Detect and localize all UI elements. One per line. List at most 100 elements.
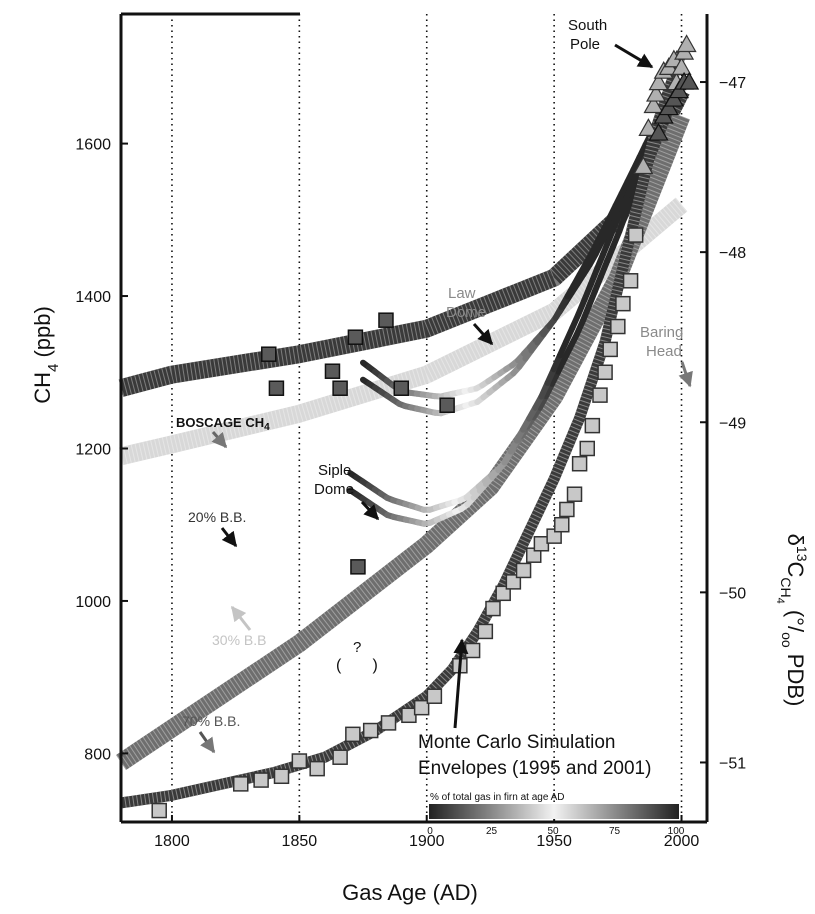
law-dome-point-5: [309, 760, 325, 777]
bb70-label: 70% B.B.: [182, 713, 240, 729]
south-pole-point-4: [648, 72, 669, 91]
law-dome-point-8: [362, 722, 379, 739]
annotation-baring-head: Baring Head: [640, 324, 693, 388]
law-dome-point-12: [426, 688, 443, 704]
annotation-south-pole: South Pole: [568, 17, 654, 69]
annotation-bb70: 70% B.B.: [182, 713, 240, 754]
colorbar: % of total gas in firn at age AD 0 25 50 75…: [427, 792, 685, 837]
colorbar-tick-label-75: 75: [609, 826, 621, 837]
law-dome-point-1: [232, 776, 249, 792]
law-dome-point-31: [602, 341, 618, 358]
siple-dome-point-0: [261, 346, 277, 362]
colorbar-tick-label-50: 50: [547, 826, 559, 837]
annotation-law-dome: Law Dome: [446, 285, 494, 346]
law-dome-point-11: [413, 699, 430, 716]
law-dome-point-14: [464, 642, 481, 659]
siple-dome-point-2: [324, 363, 341, 379]
bottom-tick-label-1800: 1800: [154, 833, 190, 850]
right-tick-label--47: −47: [719, 75, 746, 92]
annotation-bb30: 30% B.B: [212, 605, 266, 648]
bb20-arrow: [220, 527, 238, 548]
baring-head-arrow: [678, 361, 693, 388]
monte-carlo-arrow: [453, 638, 469, 729]
right-tick-label--48: −48: [719, 245, 746, 262]
colorbar-ticks: 0 25 50 75 100: [427, 826, 685, 837]
bottom-tick-label-1950: 1950: [536, 833, 572, 850]
law-dome-point-17: [495, 585, 511, 602]
law-dome-point-9: [380, 715, 397, 731]
colorbar-gradient: [429, 804, 679, 819]
law-dome-label: Law Dome: [446, 285, 486, 321]
right-axis-title: δ13CCH4 (°/oo PDB): [774, 534, 810, 707]
bb20-label: 20% B.B.: [188, 509, 246, 525]
annotation-question: ? ( ): [336, 639, 378, 674]
law-dome-point-3: [273, 768, 290, 785]
ch4-curve-hatch: [120, 50, 687, 809]
law-dome-point-15: [477, 623, 494, 640]
law-dome-point-30: [597, 364, 613, 381]
law-dome-point-0: [151, 802, 167, 819]
siple-dome-point-6: [393, 380, 410, 396]
law-dome-point-25: [566, 486, 583, 502]
siple-dome-arrow: [360, 500, 380, 521]
law-dome-point-19: [515, 562, 532, 579]
colorbar-tick-label-0: 0: [427, 826, 433, 837]
siple-dome-point-4: [347, 329, 364, 345]
colorbar-tick-label-100: 100: [668, 826, 685, 837]
south-pole-point-2: [643, 95, 664, 114]
band-hatch-5: [115, 112, 690, 770]
south-pole-point-1: [638, 118, 659, 136]
law-dome-point-26: [571, 455, 588, 472]
law-dome-point-7: [345, 726, 361, 743]
law-dome-point-34: [622, 273, 639, 289]
south-pole-arrow: [614, 43, 654, 69]
siple-dome-label: Siple Dome: [314, 462, 354, 498]
annotation-boscage: BOSCAGE CH4: [176, 415, 270, 449]
law-dome-point-35: [627, 227, 644, 243]
right-tick-label--51: −51: [719, 755, 746, 772]
siple-dome-point-5: [378, 312, 394, 328]
siple-dome-point-7: [439, 397, 455, 413]
law-dome-point-16: [485, 600, 501, 617]
left-tick-label-800: 800: [84, 746, 111, 763]
left-tick-label-1600: 1600: [75, 137, 111, 154]
law-dome-point-24: [559, 501, 575, 518]
monte-carlo-envelopes: [347, 104, 667, 527]
south-pole-label: South Pole: [568, 17, 607, 53]
data-points: [151, 34, 700, 819]
left-tick-label-1000: 1000: [75, 594, 111, 611]
baring-head-point-0: [648, 122, 669, 141]
bb30-label: 30% B.B: [212, 632, 266, 648]
bottom-tick-label-1850: 1850: [282, 833, 318, 850]
right-tick-label--49: −49: [719, 415, 746, 432]
bb30-arrow: [230, 605, 252, 631]
south-pole-point-3: [646, 83, 667, 102]
law-dome-point-29: [592, 387, 608, 403]
monte-carlo-label: Monte Carlo Simulation Envelopes (1995 an…: [418, 732, 651, 779]
right-tick-label--50: −50: [719, 585, 746, 602]
annotation-bb20: 20% B.B.: [188, 509, 246, 548]
boscage-label: BOSCAGE CH4: [176, 415, 270, 433]
law-dome-point-2: [253, 772, 269, 788]
boscage-arrow: [211, 431, 228, 449]
law-dome-point-4: [291, 753, 308, 769]
south-pole-point-0: [633, 156, 654, 175]
left-tick-label-1200: 1200: [75, 441, 111, 458]
south-pole-point-9: [671, 57, 692, 75]
annotation-siple-dome: Siple Dome: [314, 462, 380, 521]
band-4: [118, 197, 688, 466]
left-tick-label-1400: 1400: [75, 289, 111, 306]
left-axis-title: CH4 (ppb): [30, 306, 62, 404]
question-mark: ?: [353, 639, 361, 656]
bottom-tick-label-2000: 2000: [664, 833, 700, 850]
law-dome-point-33: [615, 295, 631, 312]
law-dome-point-28: [584, 417, 601, 434]
law-dome-point-21: [533, 536, 550, 552]
x-axis-title: Gas Age (AD): [342, 880, 478, 905]
colorbar-title: % of total gas in firn at age AD: [430, 792, 565, 803]
colorbar-tick-label-25: 25: [486, 826, 498, 837]
law-dome-arrow: [472, 322, 494, 346]
question-parens: ( ): [336, 657, 378, 674]
question-point-0: [350, 559, 366, 575]
bb70-arrow: [198, 731, 216, 754]
